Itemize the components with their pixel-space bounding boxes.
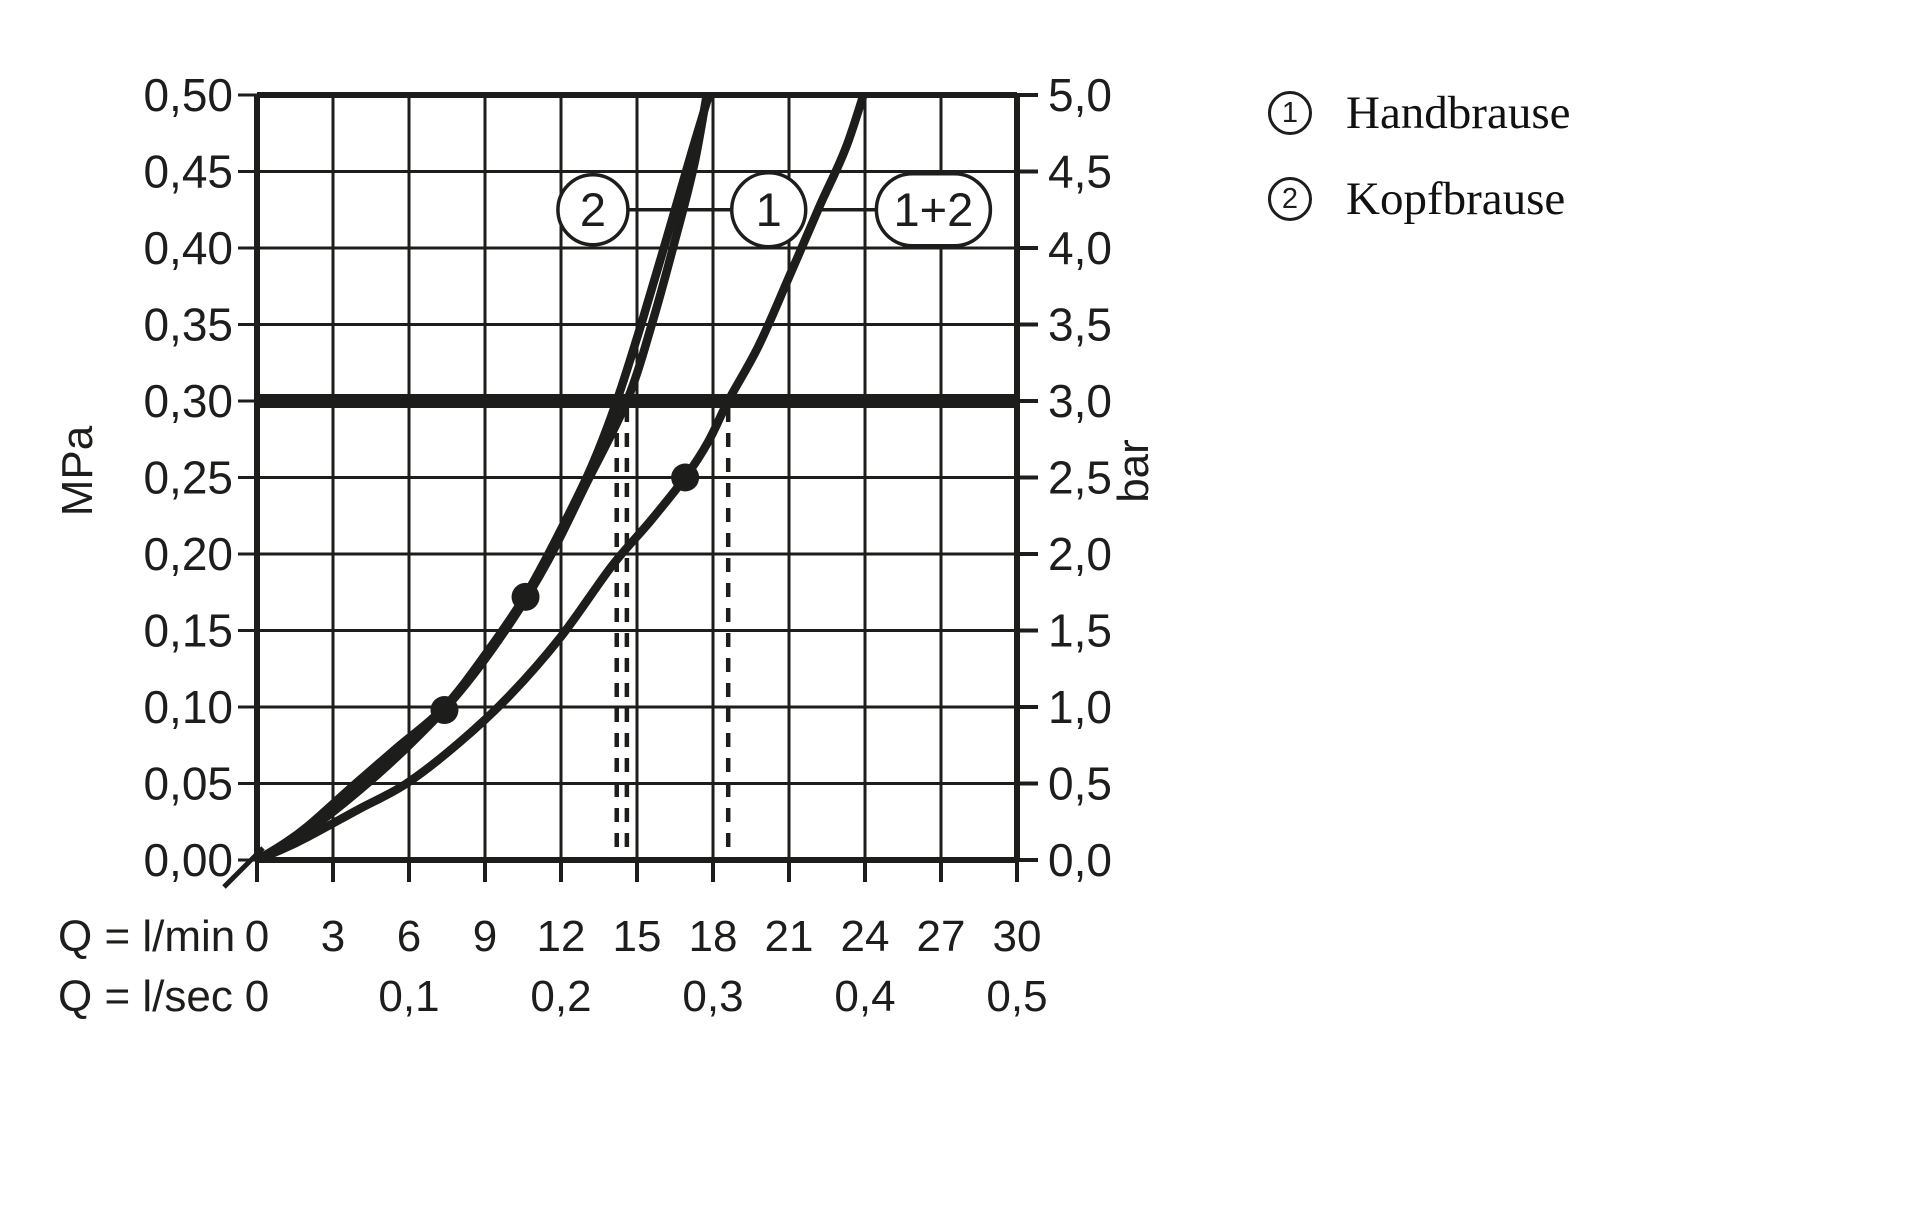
- circled-2-icon: 2: [1268, 177, 1312, 221]
- axis-titles: MPa bar Q = l/min Q = l/sec: [53, 425, 1158, 1021]
- data-dot: [511, 582, 540, 611]
- curve-badge-1: [729, 171, 808, 249]
- x-lmin-tick-label: 0: [245, 912, 269, 961]
- curve-badge-1+2: [874, 172, 993, 248]
- data-dot: [671, 463, 700, 492]
- y-right-tick-label: 3,0: [1048, 375, 1112, 427]
- y-right-tick-label: 5,0: [1048, 69, 1112, 121]
- curve-label-badges: 2 1 1+2: [556, 171, 993, 249]
- curve-badge-2: [556, 173, 630, 247]
- dashed-guide-lines: [614, 408, 731, 860]
- y-left-tick-label: 0,25: [143, 452, 233, 504]
- curve-badge-text: 2: [580, 183, 606, 236]
- y-right-tick-label: 4,0: [1048, 222, 1112, 274]
- x-lsec-tick-label: 0,2: [530, 972, 591, 1021]
- x-lmin-tick-label: 30: [993, 912, 1042, 961]
- legend-item-kopfbrause: 2 Kopfbrause: [1268, 172, 1570, 226]
- origin-slash-mark: [222, 846, 265, 889]
- y-left-tick-label: 0,20: [143, 528, 233, 580]
- x-axis-title-lsec: Q = l/sec: [58, 972, 233, 1021]
- curve-1+2: [255, 93, 869, 862]
- y-left-tick-label: 0,35: [143, 299, 233, 351]
- y-left-tick-label: 0,40: [143, 222, 233, 274]
- y-right-tick-label: 3,5: [1048, 299, 1112, 351]
- y-left-tick-label: 0,10: [143, 681, 233, 733]
- x-lmin-tick-label: 3: [321, 912, 345, 961]
- x-lmin-tick-label: 21: [765, 912, 814, 961]
- legend: 1 Handbrause 2 Kopfbrause: [1268, 86, 1570, 258]
- x-lsec-tick-label: 0,1: [378, 972, 439, 1021]
- x-lmin-tick-label: 9: [473, 912, 497, 961]
- legend-label-kopfbrause: Kopfbrause: [1346, 173, 1566, 225]
- data-dot: [430, 696, 459, 725]
- legend-label-handbrause: Handbrause: [1346, 87, 1571, 139]
- y-right-tick-label: 0,5: [1048, 758, 1112, 810]
- curve-badge-text: 1+2: [894, 183, 974, 236]
- curve-badge-text: 1: [756, 183, 782, 236]
- x-lmin-tick-label: 18: [689, 912, 738, 961]
- x-lsec-tick-label: 0,5: [986, 972, 1047, 1021]
- curve-1: [255, 93, 712, 862]
- x-lmin-tick-label: 15: [613, 912, 662, 961]
- y-right-tick-label: 0,0: [1048, 834, 1112, 886]
- flow-curves: [255, 93, 869, 862]
- y-right-tick-label: 2,0: [1048, 528, 1112, 580]
- y-left-tick-label: 0,00: [143, 834, 233, 886]
- x-lmin-tick-label: 24: [841, 912, 890, 961]
- y-left-tick-label: 0,45: [143, 146, 233, 198]
- x-lmin-tick-label: 6: [397, 912, 421, 961]
- y-right-tick-label: 2,5: [1048, 452, 1112, 504]
- y-left-tick-label: 0,50: [143, 69, 233, 121]
- y-left-tick-label: 0,30: [143, 375, 233, 427]
- x-lmin-tick-label: 27: [917, 912, 966, 961]
- circled-1-icon: 1: [1268, 91, 1312, 135]
- data-point-dots: [430, 463, 700, 725]
- x-axis-title-lmin: Q = l/min: [58, 912, 235, 961]
- x-lsec-tick-label: 0: [245, 972, 269, 1021]
- y-right-tick-label: 1,5: [1048, 605, 1112, 657]
- y-right-tick-label: 1,0: [1048, 681, 1112, 733]
- y-left-tick-label: 0,15: [143, 605, 233, 657]
- curve-2: [255, 93, 714, 862]
- y-right-axis-title: bar: [1109, 439, 1158, 503]
- tick-labels: 0,00 0,00,05 0,50,10 1,00,15 1,50,20 2,00,25 2…: [143, 69, 1111, 1021]
- y-left-axis-title: MPa: [53, 425, 102, 516]
- x-lsec-tick-label: 0,4: [834, 972, 895, 1021]
- y-right-tick-label: 4,5: [1048, 146, 1112, 198]
- legend-item-handbrause: 1 Handbrause: [1268, 86, 1570, 140]
- y-left-tick-label: 0,05: [143, 758, 233, 810]
- x-lmin-tick-label: 12: [537, 912, 586, 961]
- x-lsec-tick-label: 0,3: [682, 972, 743, 1021]
- origin-slash: [222, 846, 265, 889]
